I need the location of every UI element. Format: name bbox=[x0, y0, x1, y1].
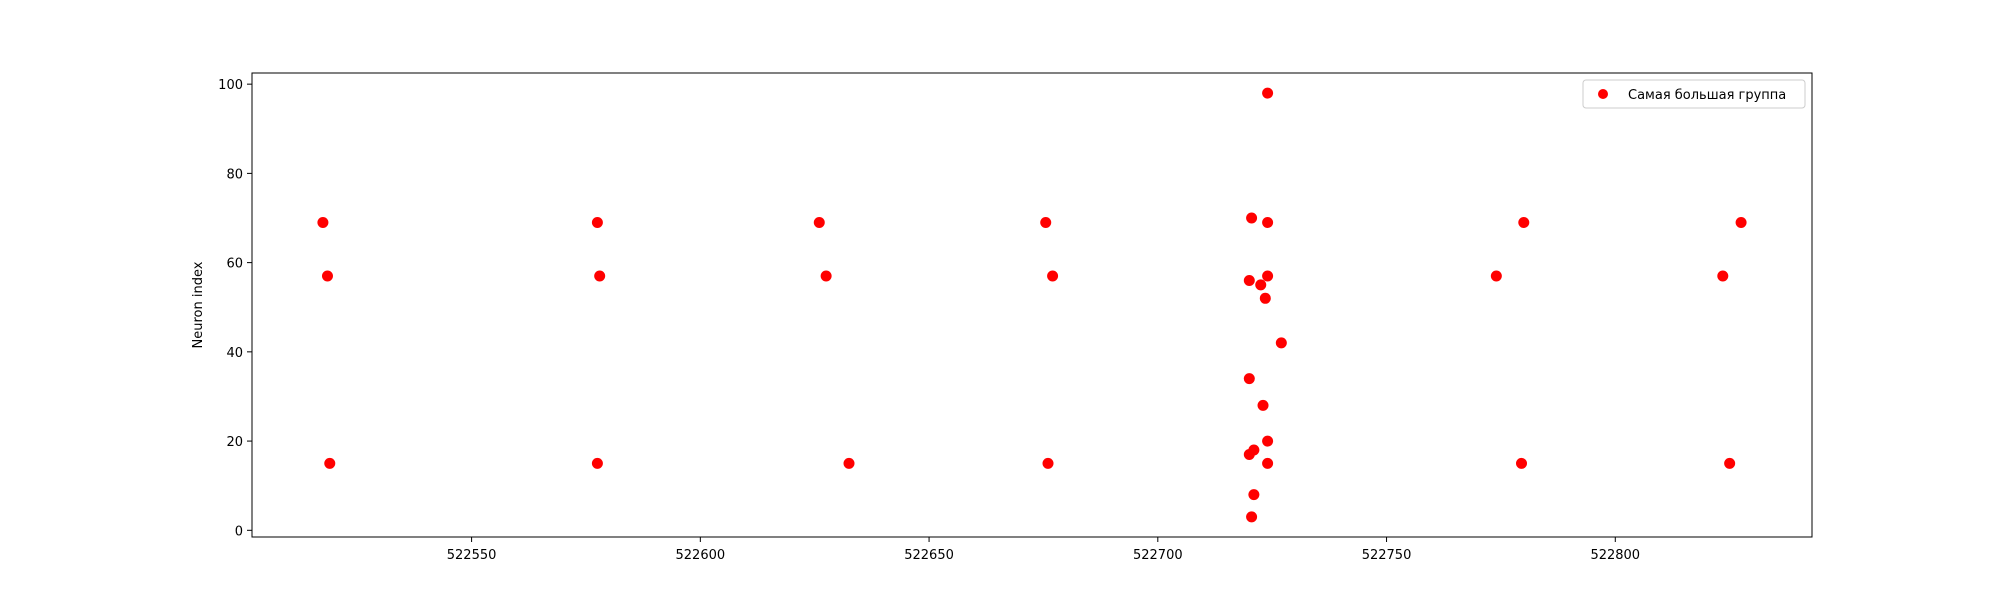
scatter-point bbox=[1262, 435, 1274, 447]
x-tick-label: 522650 bbox=[904, 548, 954, 563]
axes-frame bbox=[251, 72, 1813, 538]
scatter-point bbox=[1516, 457, 1528, 469]
scatter-point bbox=[1259, 292, 1271, 304]
x-tick-label: 522600 bbox=[676, 548, 726, 563]
x-tick-label: 522550 bbox=[447, 548, 497, 563]
scatter-point bbox=[321, 270, 333, 282]
scatter-point bbox=[1255, 279, 1267, 291]
scatter-point bbox=[1262, 216, 1274, 228]
scatter-point bbox=[1518, 216, 1530, 228]
scatter-point bbox=[1490, 270, 1502, 282]
y-tick-label: 100 bbox=[218, 78, 243, 93]
scatter-point bbox=[813, 216, 825, 228]
scatter-point bbox=[1724, 457, 1736, 469]
scatter-point bbox=[1275, 337, 1287, 349]
y-tick-label: 60 bbox=[226, 257, 243, 272]
y-tick-label: 40 bbox=[226, 346, 243, 361]
scatter-point bbox=[1243, 448, 1255, 460]
scatter-point bbox=[1717, 270, 1729, 282]
plot-area bbox=[317, 87, 1747, 523]
y-axis-label: Neuron index bbox=[191, 261, 206, 348]
scatter-point bbox=[1262, 457, 1274, 469]
scatter-point bbox=[1262, 87, 1274, 99]
y-tick-label: 0 bbox=[235, 524, 243, 539]
scatter-point bbox=[1262, 270, 1274, 282]
x-tick-label: 522700 bbox=[1133, 548, 1183, 563]
scatter-point bbox=[594, 270, 606, 282]
x-tick-label: 522800 bbox=[1590, 548, 1640, 563]
axis-ticks: 522550 522600 522650 522700 522750 522800 0 20 4… bbox=[218, 78, 1640, 563]
scatter-point bbox=[1246, 511, 1258, 523]
scatter-point bbox=[1040, 216, 1052, 228]
scatter-point bbox=[1246, 212, 1258, 224]
legend-marker bbox=[1598, 89, 1608, 99]
scatter-point bbox=[1243, 274, 1255, 286]
x-tick-label: 522750 bbox=[1362, 548, 1412, 563]
scatter-point bbox=[1042, 457, 1054, 469]
y-tick-label: 20 bbox=[226, 435, 243, 450]
scatter-point bbox=[1257, 399, 1269, 411]
legend: Самая большая группа bbox=[1582, 79, 1806, 109]
scatter-point bbox=[324, 457, 336, 469]
legend-label: Самая большая группа bbox=[1628, 88, 1786, 103]
scatter-point bbox=[591, 457, 603, 469]
scatter-point bbox=[843, 457, 855, 469]
scatter-point bbox=[1735, 216, 1747, 228]
scatter-point bbox=[1047, 270, 1059, 282]
scatter-point bbox=[1248, 489, 1260, 501]
y-tick-label: 80 bbox=[226, 167, 243, 182]
scatter-point bbox=[820, 270, 832, 282]
scatter-point bbox=[591, 216, 603, 228]
legend-box bbox=[1582, 79, 1806, 109]
scatter-point bbox=[317, 216, 329, 228]
scatter-point bbox=[1243, 373, 1255, 385]
